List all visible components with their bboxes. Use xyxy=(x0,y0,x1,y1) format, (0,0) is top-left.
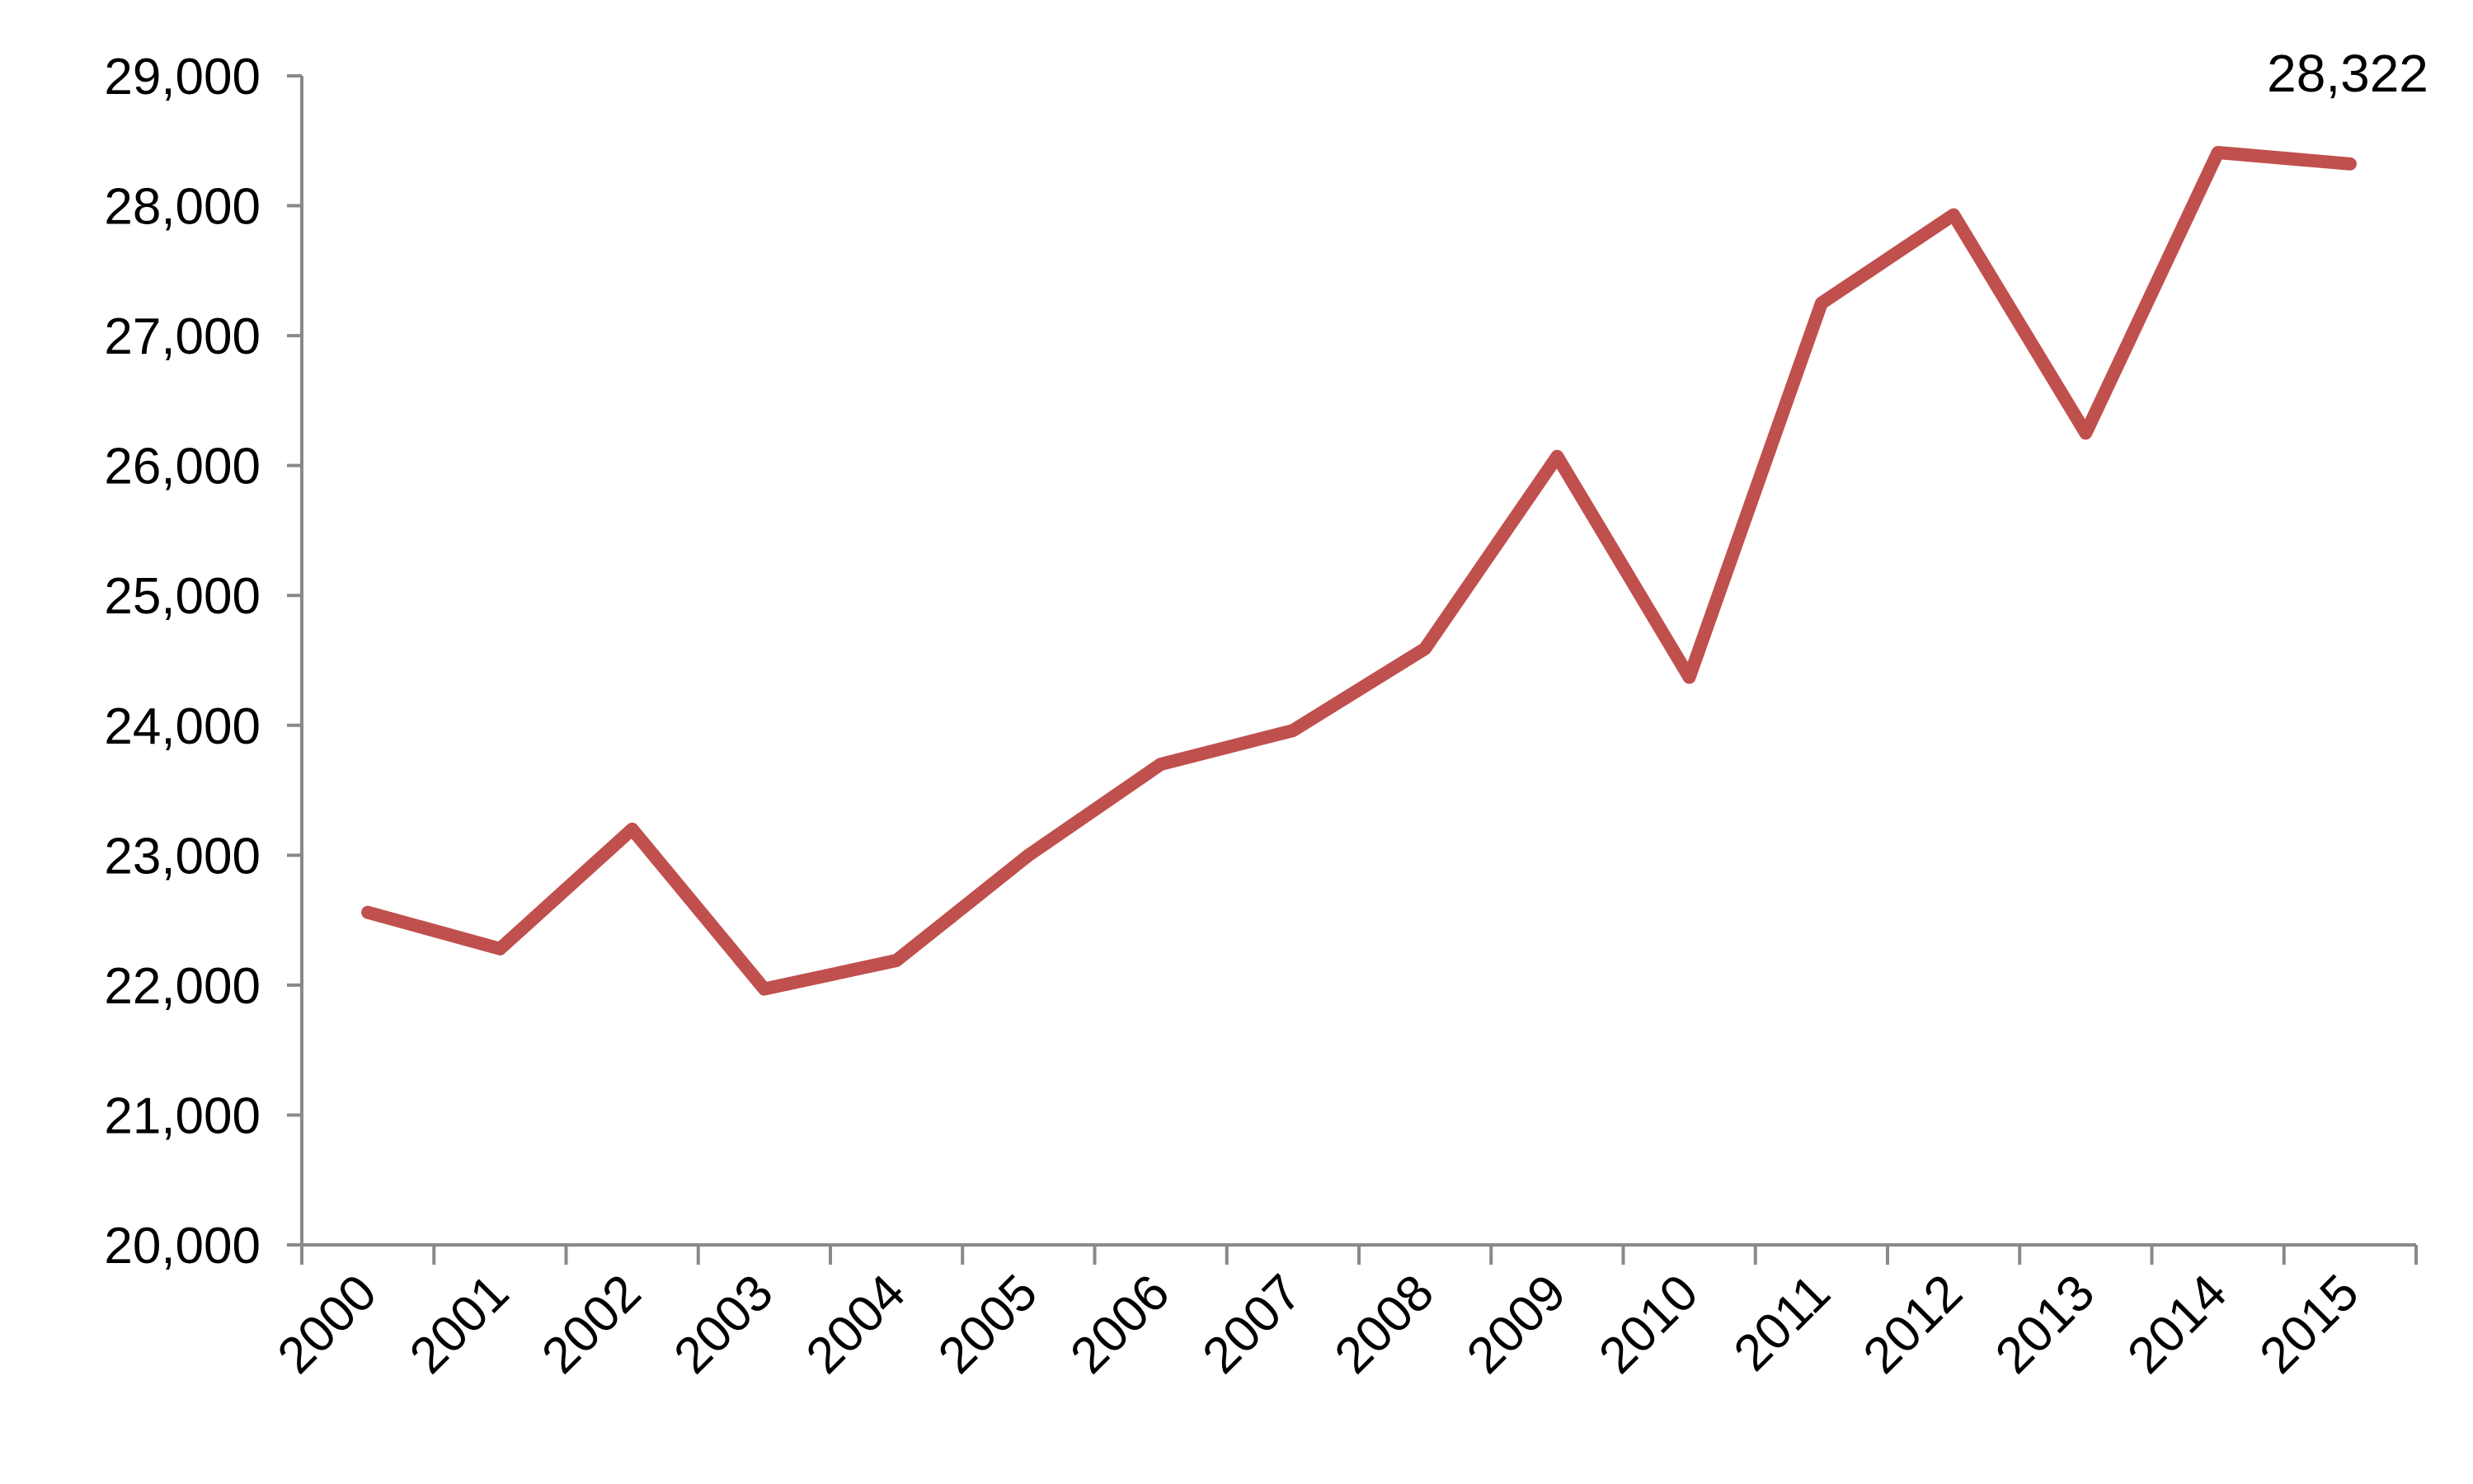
y-tick-label: 25,000 xyxy=(104,568,261,625)
x-tick-label: 2010 xyxy=(1588,1264,1709,1384)
x-tick-label: 2014 xyxy=(2117,1264,2237,1384)
x-tick-label: 2011 xyxy=(1723,1264,1841,1382)
y-axis-ticks: 20,000 21,000 22,000 23,000 24,000 25,000 26,0… xyxy=(104,49,302,1275)
data-point xyxy=(1159,763,1162,766)
data-labels: 28,322 xyxy=(2267,44,2428,103)
y-tick-label: 29,000 xyxy=(104,49,261,106)
data-point xyxy=(1291,730,1294,732)
data-point xyxy=(1424,647,1427,650)
data-point xyxy=(1027,854,1030,857)
series-line xyxy=(361,146,2357,996)
data-point xyxy=(1688,676,1690,679)
y-tick-label: 27,000 xyxy=(104,308,261,365)
x-tick-label: 2001 xyxy=(399,1264,520,1384)
data-point xyxy=(763,988,765,990)
x-tick-label: 2008 xyxy=(1324,1264,1445,1384)
x-tick-label: 2012 xyxy=(1853,1264,1973,1384)
data-point xyxy=(896,959,898,961)
y-tick-label: 21,000 xyxy=(104,1087,261,1144)
x-tick-label: 2007 xyxy=(1192,1264,1312,1384)
x-tick-label: 2002 xyxy=(531,1264,651,1384)
x-tick-label: 2015 xyxy=(2249,1264,2369,1384)
x-tick-label: 2003 xyxy=(663,1264,783,1384)
data-point xyxy=(1953,214,1955,216)
data-point xyxy=(631,828,633,830)
x-tick-label: 2009 xyxy=(1456,1264,1577,1384)
series-group xyxy=(361,146,2357,996)
y-tick-label: 28,000 xyxy=(104,179,261,236)
data-label: 28,322 xyxy=(2267,44,2428,103)
data-point xyxy=(1820,302,1822,304)
y-tick-label: 26,000 xyxy=(104,439,261,495)
data-point xyxy=(367,911,369,913)
y-tick-label: 20,000 xyxy=(104,1218,261,1275)
data-point xyxy=(1556,455,1559,458)
y-tick-label: 22,000 xyxy=(104,958,261,1015)
data-point xyxy=(2217,151,2219,153)
x-tick-label: 2006 xyxy=(1060,1264,1180,1384)
y-tick-label: 23,000 xyxy=(104,828,261,885)
x-tick-label: 2005 xyxy=(928,1264,1048,1384)
data-point xyxy=(499,947,501,950)
y-tick-label: 24,000 xyxy=(104,698,261,755)
x-tick-label: 2000 xyxy=(267,1264,388,1384)
x-tick-label: 2013 xyxy=(1985,1264,2105,1384)
x-axis-ticks: 2000 2001 2002 2003 2004 2005 2006 2007 2008 2009… xyxy=(267,1245,2418,1384)
data-point xyxy=(2348,162,2351,165)
data-point xyxy=(2085,432,2087,434)
x-tick-label: 2004 xyxy=(796,1264,916,1384)
axes xyxy=(300,76,2416,1247)
